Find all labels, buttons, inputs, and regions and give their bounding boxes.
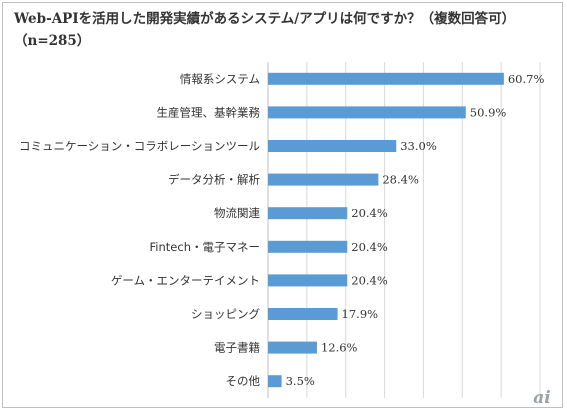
bar: [268, 341, 317, 354]
bars: [268, 72, 504, 388]
ai-logo: ai: [531, 386, 553, 408]
category-label: ゲーム・エンターテイメント: [111, 273, 260, 287]
value-label: 3.5%: [286, 374, 315, 388]
chart-frame: [2, 2, 563, 408]
value-label: 60.7%: [508, 72, 545, 86]
bar: [268, 308, 338, 320]
svg-text:ai: ai: [533, 388, 550, 408]
value-label: 20.4%: [351, 206, 388, 220]
bar: [268, 106, 466, 119]
bar: [268, 140, 397, 152]
bar: [268, 72, 504, 85]
value-label: 50.9%: [470, 105, 507, 119]
category-label: コミュニケーション・コラボレーションツール: [19, 139, 260, 153]
chart-title: Web-APIを活用した開発実績があるシステム/アプリは何ですか？（複数回答可）…: [14, 11, 516, 49]
bar: [268, 375, 282, 388]
value-label: 20.4%: [351, 240, 388, 254]
bar: [268, 173, 379, 186]
category-label: その他: [226, 374, 261, 388]
category-label: 電子書籍: [214, 341, 260, 355]
category-label: 物流関連: [214, 206, 260, 220]
bar: [268, 274, 348, 287]
bar: [268, 207, 348, 220]
bar: [268, 240, 348, 253]
value-label: 20.4%: [351, 273, 388, 287]
labels: 情報系システム 60.7% 生産管理、基幹業務 50.9% コミュニケーション・コラボレ…: [19, 72, 545, 388]
category-label: 生産管理、基幹業務: [157, 105, 261, 119]
value-label: 12.6%: [321, 341, 358, 355]
value-label: 28.4%: [382, 173, 419, 187]
ai-logo-icon: ai: [533, 388, 550, 408]
category-label: Fintech・電子マネー: [150, 240, 260, 254]
value-label: 17.9%: [342, 307, 379, 321]
value-label: 33.0%: [400, 139, 437, 153]
category-label: ショッピング: [191, 307, 260, 321]
category-label: データ分析・解析: [168, 173, 260, 187]
category-label: 情報系システム: [180, 72, 260, 86]
